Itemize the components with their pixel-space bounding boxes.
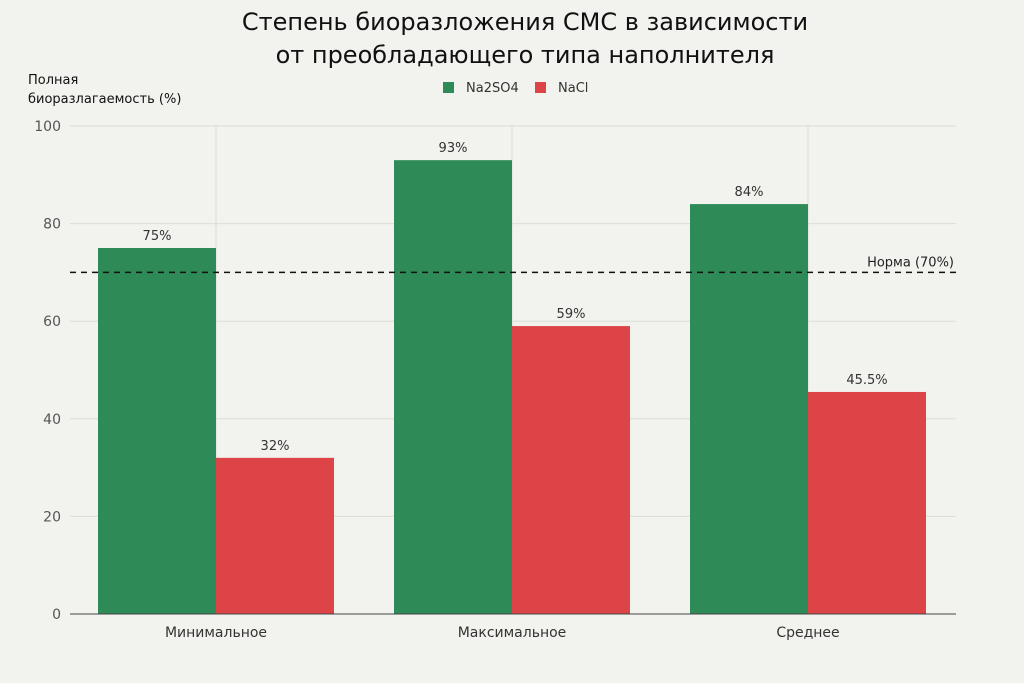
chart-title: Степень биоразложения СМС в зависимости … <box>242 8 808 69</box>
chart-title-line-2: от преобладающего типа наполнителя <box>276 41 775 69</box>
legend-label-na2so4: Na2SO4 <box>466 81 519 96</box>
bar-nacl-1 <box>512 326 630 614</box>
data-label-na2so4-1: 93% <box>439 141 468 156</box>
y-tick-label-5: 100 <box>34 119 61 135</box>
legend-swatch-nacl <box>535 82 546 93</box>
data-label-na2so4-0: 75% <box>143 229 172 244</box>
chart-title-line-1: Степень биоразложения СМС в зависимости <box>242 8 808 36</box>
y-axis-label-line-2: биоразлагаемость (%) <box>28 92 181 107</box>
reference-line-label: Норма (70%) <box>867 255 954 270</box>
bar-na2so4-1 <box>394 160 512 614</box>
bars <box>98 160 926 614</box>
bar-nacl-2 <box>808 391 926 614</box>
data-label-nacl-2: 45.5% <box>846 373 887 388</box>
data-label-nacl-0: 32% <box>261 439 290 454</box>
bar-nacl-0 <box>216 457 334 614</box>
y-tick-label-0: 0 <box>52 607 61 623</box>
reference-line: Норма (70%) <box>70 255 956 274</box>
y-axis-ticks: 0 20 40 60 80 100 <box>34 119 61 623</box>
legend-swatch-na2so4 <box>443 82 454 93</box>
legend: Na2SO4 NaCl <box>443 81 588 96</box>
x-tick-label-1: Максимальное <box>458 625 567 641</box>
y-tick-label-3: 60 <box>43 314 61 330</box>
y-axis-label-line-1: Полная <box>28 73 78 88</box>
x-tick-label-2: Среднее <box>776 625 839 641</box>
y-tick-label-2: 40 <box>43 412 61 428</box>
data-label-nacl-1: 59% <box>557 307 586 322</box>
legend-label-nacl: NaCl <box>558 81 588 96</box>
data-label-na2so4-2: 84% <box>735 185 764 200</box>
y-tick-label-1: 20 <box>43 509 61 525</box>
x-axis: Минимальное Максимальное Среднее <box>70 613 956 641</box>
data-labels: 75% 93% 84% 32% 59% 45.5% <box>143 141 888 454</box>
x-tick-label-0: Минимальное <box>165 625 267 641</box>
y-tick-label-4: 80 <box>43 217 61 233</box>
bar-na2so4-0 <box>98 248 216 614</box>
bar-na2so4-2 <box>690 204 808 614</box>
y-axis-label: Полная биоразлагаемость (%) <box>28 73 181 107</box>
